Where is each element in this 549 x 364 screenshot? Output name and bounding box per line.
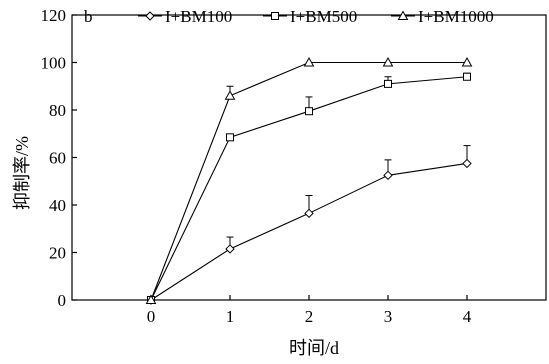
- legend-label: I+BM500: [290, 7, 357, 26]
- data-point-diamond: [304, 208, 314, 219]
- y-axis-title: 抑制率/%: [12, 136, 32, 210]
- legend-item: I+BM1000: [391, 7, 494, 26]
- y-tick-label: 20: [49, 244, 66, 263]
- data-point-triangle: [397, 10, 409, 20]
- legend-item: I+BM500: [263, 7, 357, 26]
- legend-label: I+BM100: [165, 7, 232, 26]
- data-point-diamond: [225, 244, 235, 254]
- data-point-diamond: [462, 158, 472, 169]
- x-tick-label: 2: [305, 307, 314, 326]
- data-point-triangle: [303, 56, 315, 67]
- y-tick-label: 80: [49, 101, 66, 120]
- data-point-triangle: [382, 56, 394, 67]
- legend: I+BM100 I+BM500 I+BM1000: [138, 7, 494, 26]
- legend-item: I+BM100: [138, 7, 232, 26]
- data-point-square: [463, 72, 471, 81]
- x-tick-label: 3: [384, 307, 393, 326]
- data-point-square: [305, 107, 313, 116]
- x-tick-label: 4: [463, 307, 472, 326]
- y-tick-label: 40: [49, 196, 66, 215]
- series-diamond: [146, 145, 472, 305]
- data-point-square: [384, 79, 392, 88]
- series-layer: [145, 56, 473, 305]
- data-point-triangle: [145, 294, 157, 304]
- x-axis-ticks: 0 1 2 3 4: [147, 295, 472, 326]
- data-point-triangle: [224, 90, 236, 100]
- series-square: [147, 72, 471, 304]
- y-tick-label: 60: [49, 149, 66, 168]
- y-axis-ticks: 0 20 40 60 80 100 120: [41, 6, 77, 310]
- panel-label: b: [84, 7, 93, 26]
- y-tick-label: 120: [41, 6, 67, 25]
- data-point-square: [271, 12, 279, 20]
- data-point-square: [226, 133, 234, 142]
- y-tick-label: 100: [41, 54, 67, 73]
- x-tick-label: 1: [226, 307, 235, 326]
- x-axis-title: 时间/d: [289, 338, 339, 358]
- series-triangle: [145, 56, 473, 304]
- legend-label: I+BM1000: [418, 7, 494, 26]
- data-point-triangle: [461, 56, 473, 67]
- series-line: [150, 162, 468, 301]
- x-tick-label: 0: [147, 307, 156, 326]
- y-tick-label: 0: [58, 291, 67, 310]
- data-point-diamond: [145, 11, 155, 21]
- data-point-diamond: [383, 170, 393, 181]
